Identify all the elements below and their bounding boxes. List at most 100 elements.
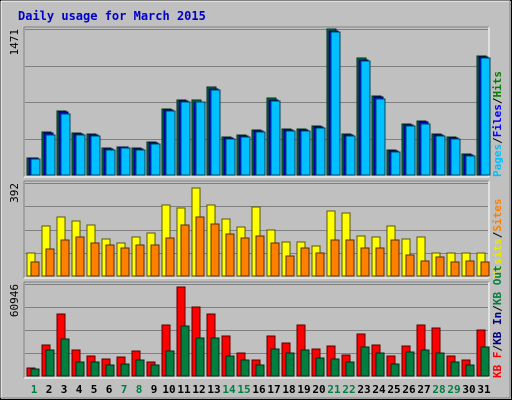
day-label-26: 26 (402, 383, 416, 396)
bar-sites-day-1 (30, 261, 40, 277)
bar-kb-out-day-26 (405, 351, 415, 377)
bar-sites-day-19 (300, 247, 310, 277)
bar-sites-day-7 (120, 247, 130, 277)
legend-top: Pages/Files/Hits (491, 71, 504, 177)
bar-kb-out-day-22 (345, 361, 355, 377)
panel-middle: 392 Visits/Sites (8, 180, 504, 279)
bar-sites-day-4 (75, 236, 85, 277)
bar-kb-out-day-1 (30, 368, 40, 377)
day-label-12: 12 (192, 383, 205, 396)
day-label-10: 10 (162, 383, 175, 396)
bar-pages-day-13 (210, 89, 221, 176)
bar-pages-day-9 (150, 143, 161, 176)
day-label-21: 21 (327, 383, 341, 396)
day-label-1: 1 (31, 383, 38, 396)
bar-sites-day-31 (480, 261, 490, 277)
bar-kb-out-day-4 (75, 361, 85, 377)
bar-kb-out-day-24 (375, 352, 385, 377)
day-label-27: 27 (417, 383, 430, 396)
bar-kb-out-day-7 (120, 363, 130, 377)
bar-sites-day-23 (360, 247, 370, 277)
bar-pages-day-7 (120, 147, 131, 176)
bar-pages-day-5 (90, 135, 101, 176)
bar-sites-day-21 (330, 239, 340, 277)
day-label-17: 17 (267, 383, 280, 396)
bar-kb-out-day-17 (270, 348, 280, 377)
bar-pages-day-18 (285, 130, 296, 176)
day-label-15: 15 (237, 383, 250, 396)
bar-sites-day-22 (345, 239, 355, 277)
legend-item: Hits (491, 71, 504, 98)
bar-kb-out-day-9 (150, 364, 160, 377)
bar-kb-out-day-29 (450, 361, 460, 377)
bar-pages-day-11 (180, 101, 191, 176)
day-label-19: 19 (297, 383, 310, 396)
bar-kb-out-day-15 (240, 359, 250, 377)
bar-pages-day-15 (240, 136, 251, 176)
bar-sites-day-8 (135, 244, 145, 277)
day-label-13: 13 (207, 383, 220, 396)
bar-sites-day-6 (105, 244, 115, 277)
bar-kb-out-day-30 (465, 364, 475, 377)
bar-sites-day-29 (450, 261, 460, 277)
day-label-6: 6 (106, 383, 113, 396)
legend-item: KB In (491, 312, 504, 345)
bar-pages-day-14 (225, 138, 236, 176)
day-label-31: 31 (477, 383, 491, 396)
bar-sites-day-15 (240, 237, 250, 277)
bar-kb-out-day-14 (225, 355, 235, 377)
bar-pages-day-24 (375, 98, 386, 176)
bar-kb-out-day-20 (315, 357, 325, 377)
legend-item: Files (491, 104, 504, 137)
legend-item: Sites (491, 199, 504, 232)
bar-sites-day-30 (465, 260, 475, 277)
day-label-20: 20 (312, 383, 325, 396)
day-label-7: 7 (121, 383, 128, 396)
bar-sites-day-24 (375, 247, 385, 277)
day-label-16: 16 (252, 383, 266, 396)
day-label-3: 3 (61, 383, 68, 396)
bar-sites-day-3 (60, 239, 70, 277)
bar-sites-day-14 (225, 233, 235, 277)
bar-kb-out-day-8 (135, 359, 145, 377)
bar-pages-day-1 (30, 158, 41, 176)
panel-top: 1471 Pages/Files/Hits (8, 26, 504, 178)
y-max-label: 1471 (8, 29, 21, 56)
bar-kb-out-day-27 (420, 349, 430, 377)
bar-pages-day-26 (405, 125, 416, 176)
day-labels: 1 2 3 4 5 6 7 8 9 10 11 12 13 14 15 16 17 18 19 20 21 22 23 24 2… (31, 383, 491, 396)
bar-kb-out-day-10 (165, 350, 175, 377)
bar-sites-day-13 (210, 223, 220, 277)
bar-sites-day-27 (420, 260, 430, 277)
legend-middle: Visits/Sites (491, 199, 504, 279)
legend-item: KB F (491, 352, 504, 379)
bar-pages-day-23 (360, 60, 371, 176)
bar-kb-out-day-25 (390, 363, 400, 377)
day-label-18: 18 (282, 383, 295, 396)
bar-pages-day-25 (390, 151, 401, 176)
bar-kb-out-day-5 (90, 361, 100, 377)
bar-pages-day-17 (270, 100, 281, 176)
bar-pages-day-20 (315, 127, 326, 176)
y-max-label: 392 (8, 183, 21, 203)
legend-item: / (491, 345, 504, 352)
legend-item: Pages (491, 144, 504, 177)
bar-pages-day-16 (255, 131, 266, 176)
day-label-14: 14 (222, 383, 236, 396)
bar-kb-out-day-12 (195, 337, 205, 377)
day-label-22: 22 (342, 383, 355, 396)
legend-item: / (491, 305, 504, 312)
legend-item: / (491, 231, 504, 238)
day-label-11: 11 (177, 383, 191, 396)
bar-kb-out-day-6 (105, 364, 115, 377)
legend-item: KB Out (491, 265, 504, 305)
bar-pages-day-4 (75, 134, 86, 176)
bar-sites-day-16 (255, 235, 265, 277)
bar-pages-day-3 (60, 113, 71, 176)
day-label-5: 5 (91, 383, 98, 396)
bar-kb-out-day-2 (45, 349, 55, 377)
bar-sites-day-18 (285, 255, 295, 277)
bar-kb-out-day-23 (360, 346, 370, 377)
